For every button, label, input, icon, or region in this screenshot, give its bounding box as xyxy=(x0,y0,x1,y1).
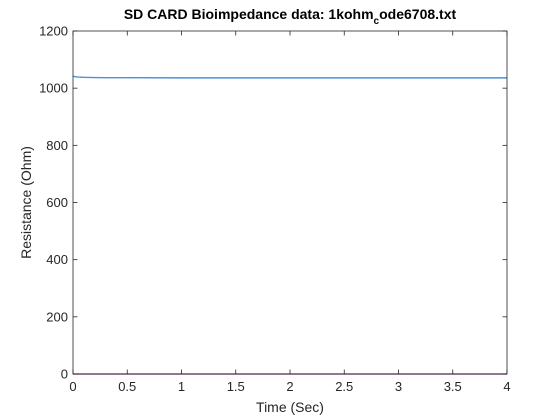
x-tick-label: 2 xyxy=(286,379,293,394)
x-axis-label: Time (Sec) xyxy=(256,399,324,415)
chart-title-prefix: SD CARD Bioimpedance data: 1kohm xyxy=(124,6,374,22)
x-tick-label: 0 xyxy=(69,379,76,394)
x-tick-label: 1.5 xyxy=(227,379,245,394)
y-tick-label: 800 xyxy=(46,138,68,153)
y-tick-label: 1200 xyxy=(39,24,68,39)
ticks-layer: 0 0.5 1 1.5 2 2.5 3 3.5 4 0 200 400 600 800 1000 1200 xyxy=(39,24,511,395)
chart-title-subscript: c xyxy=(374,16,380,27)
y-tick-label: 400 xyxy=(46,252,68,267)
chart-title-suffix: ode6708.txt xyxy=(379,6,456,22)
y-tick-label: 600 xyxy=(46,195,68,210)
x-tick-label: 1 xyxy=(178,379,185,394)
y-tick-label: 0 xyxy=(61,367,68,382)
x-tick-label: 3.5 xyxy=(444,379,462,394)
y-tick-label: 200 xyxy=(46,309,68,324)
y-axis-label: Resistance (Ohm) xyxy=(18,146,34,259)
y-tick-label: 1000 xyxy=(39,81,68,96)
x-tick-label: 3 xyxy=(395,379,402,394)
x-tick-label: 2.5 xyxy=(335,379,353,394)
plot-area xyxy=(73,31,507,374)
series-line-1 xyxy=(72,75,507,79)
chart-title: SD CARD Bioimpedance data: 1kohmcode6708… xyxy=(124,6,457,27)
x-tick-label: 0.5 xyxy=(118,379,136,394)
x-tick-label: 4 xyxy=(503,379,510,394)
